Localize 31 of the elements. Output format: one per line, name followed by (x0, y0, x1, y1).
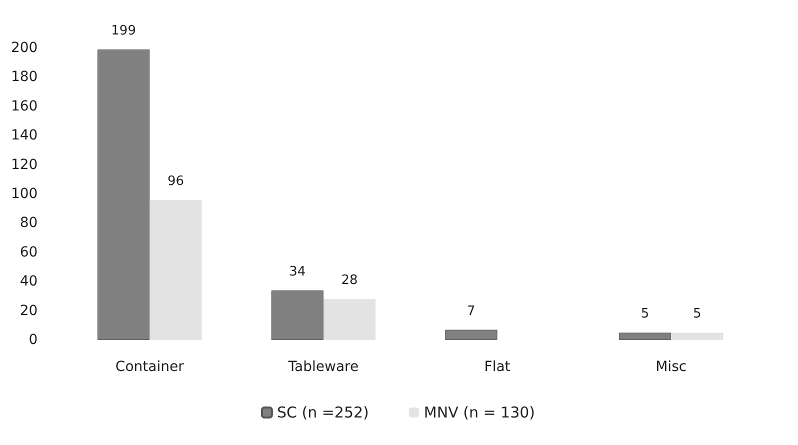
y-tick-label: 200 (10, 40, 38, 56)
bar (97, 49, 150, 340)
x-tick-label: Tableware (287, 359, 359, 375)
y-tick-label: 140 (10, 128, 38, 144)
legend-label: MNV (n = 130) (424, 404, 536, 422)
x-tick-label: Misc (656, 359, 687, 375)
data-label: 96 (167, 174, 184, 189)
data-label: 5 (640, 306, 650, 322)
y-tick-label: 60 (20, 244, 38, 260)
y-tick-label: 180 (10, 69, 38, 86)
y-tick-label: 120 (10, 156, 38, 173)
data-label: 28 (341, 273, 358, 288)
legend-label: SC (n =252) (276, 404, 369, 422)
y-tick-label: 40 (20, 274, 38, 290)
data-label: 7 (467, 304, 476, 319)
y-tick-label: 0 (28, 332, 38, 348)
data-label: 199 (111, 23, 136, 38)
y-tick-label: 80 (20, 215, 38, 232)
data-label: 5 (693, 306, 702, 322)
x-tick-label: Flat (484, 359, 511, 375)
y-tick-label: 20 (20, 302, 38, 319)
bar (271, 290, 324, 340)
y-tick-label: 160 (10, 98, 38, 114)
y-tick-label: 100 (10, 186, 38, 202)
bar (445, 330, 498, 340)
bar (150, 200, 202, 340)
data-label: 34 (289, 264, 306, 280)
bar (323, 299, 376, 340)
bar (618, 332, 672, 340)
bar (671, 332, 724, 340)
x-tick-label: Container (115, 359, 184, 375)
